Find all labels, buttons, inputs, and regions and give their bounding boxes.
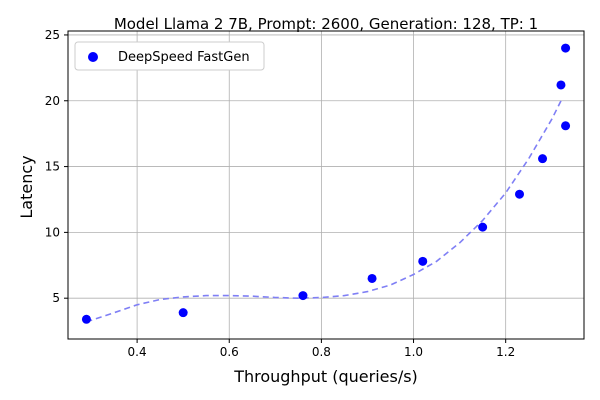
grid (68, 31, 584, 339)
x-tick-label: 1.2 (496, 345, 515, 359)
chart-title: Model Llama 2 7B, Prompt: 2600, Generati… (114, 15, 538, 33)
y-tick-label: 10 (45, 225, 60, 239)
x-tick-label: 0.8 (312, 345, 331, 359)
data-point (298, 291, 308, 301)
x-axis-title: Throughput (queries/s) (233, 367, 418, 386)
trend-line-layer (86, 100, 562, 323)
legend-marker (88, 52, 98, 62)
data-point (561, 121, 571, 131)
y-tick-label: 20 (45, 94, 60, 108)
x-axis-ticks: 0.4 0.6 0.8 1.0 1.2 (128, 339, 515, 359)
data-point (538, 154, 548, 164)
data-points (81, 43, 571, 324)
y-tick-label: 5 (52, 291, 60, 305)
legend-box (74, 41, 265, 71)
y-axis-title: Latency (17, 155, 36, 218)
data-point (418, 256, 428, 266)
data-point (556, 80, 566, 90)
data-point (515, 189, 524, 199)
x-tick-label: 0.4 (128, 345, 147, 359)
y-tick-label: 25 (45, 28, 60, 42)
data-point (178, 308, 188, 318)
data-point (367, 273, 377, 283)
data-point (561, 43, 571, 53)
plot-area-frame (67, 30, 585, 340)
legend: DeepSpeed FastGen (74, 41, 265, 71)
x-tick-label: 1.0 (404, 345, 423, 359)
trend-line (86, 100, 562, 323)
y-axis-ticks: 5 10 15 20 25 (45, 28, 68, 305)
data-point (81, 314, 91, 324)
x-tick-label: 0.6 (220, 345, 239, 359)
legend-label: DeepSpeed FastGen (118, 50, 250, 65)
y-tick-label: 15 (45, 160, 60, 174)
data-point (478, 222, 488, 232)
